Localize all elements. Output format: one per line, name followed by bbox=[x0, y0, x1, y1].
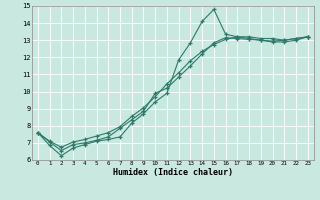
X-axis label: Humidex (Indice chaleur): Humidex (Indice chaleur) bbox=[113, 168, 233, 177]
